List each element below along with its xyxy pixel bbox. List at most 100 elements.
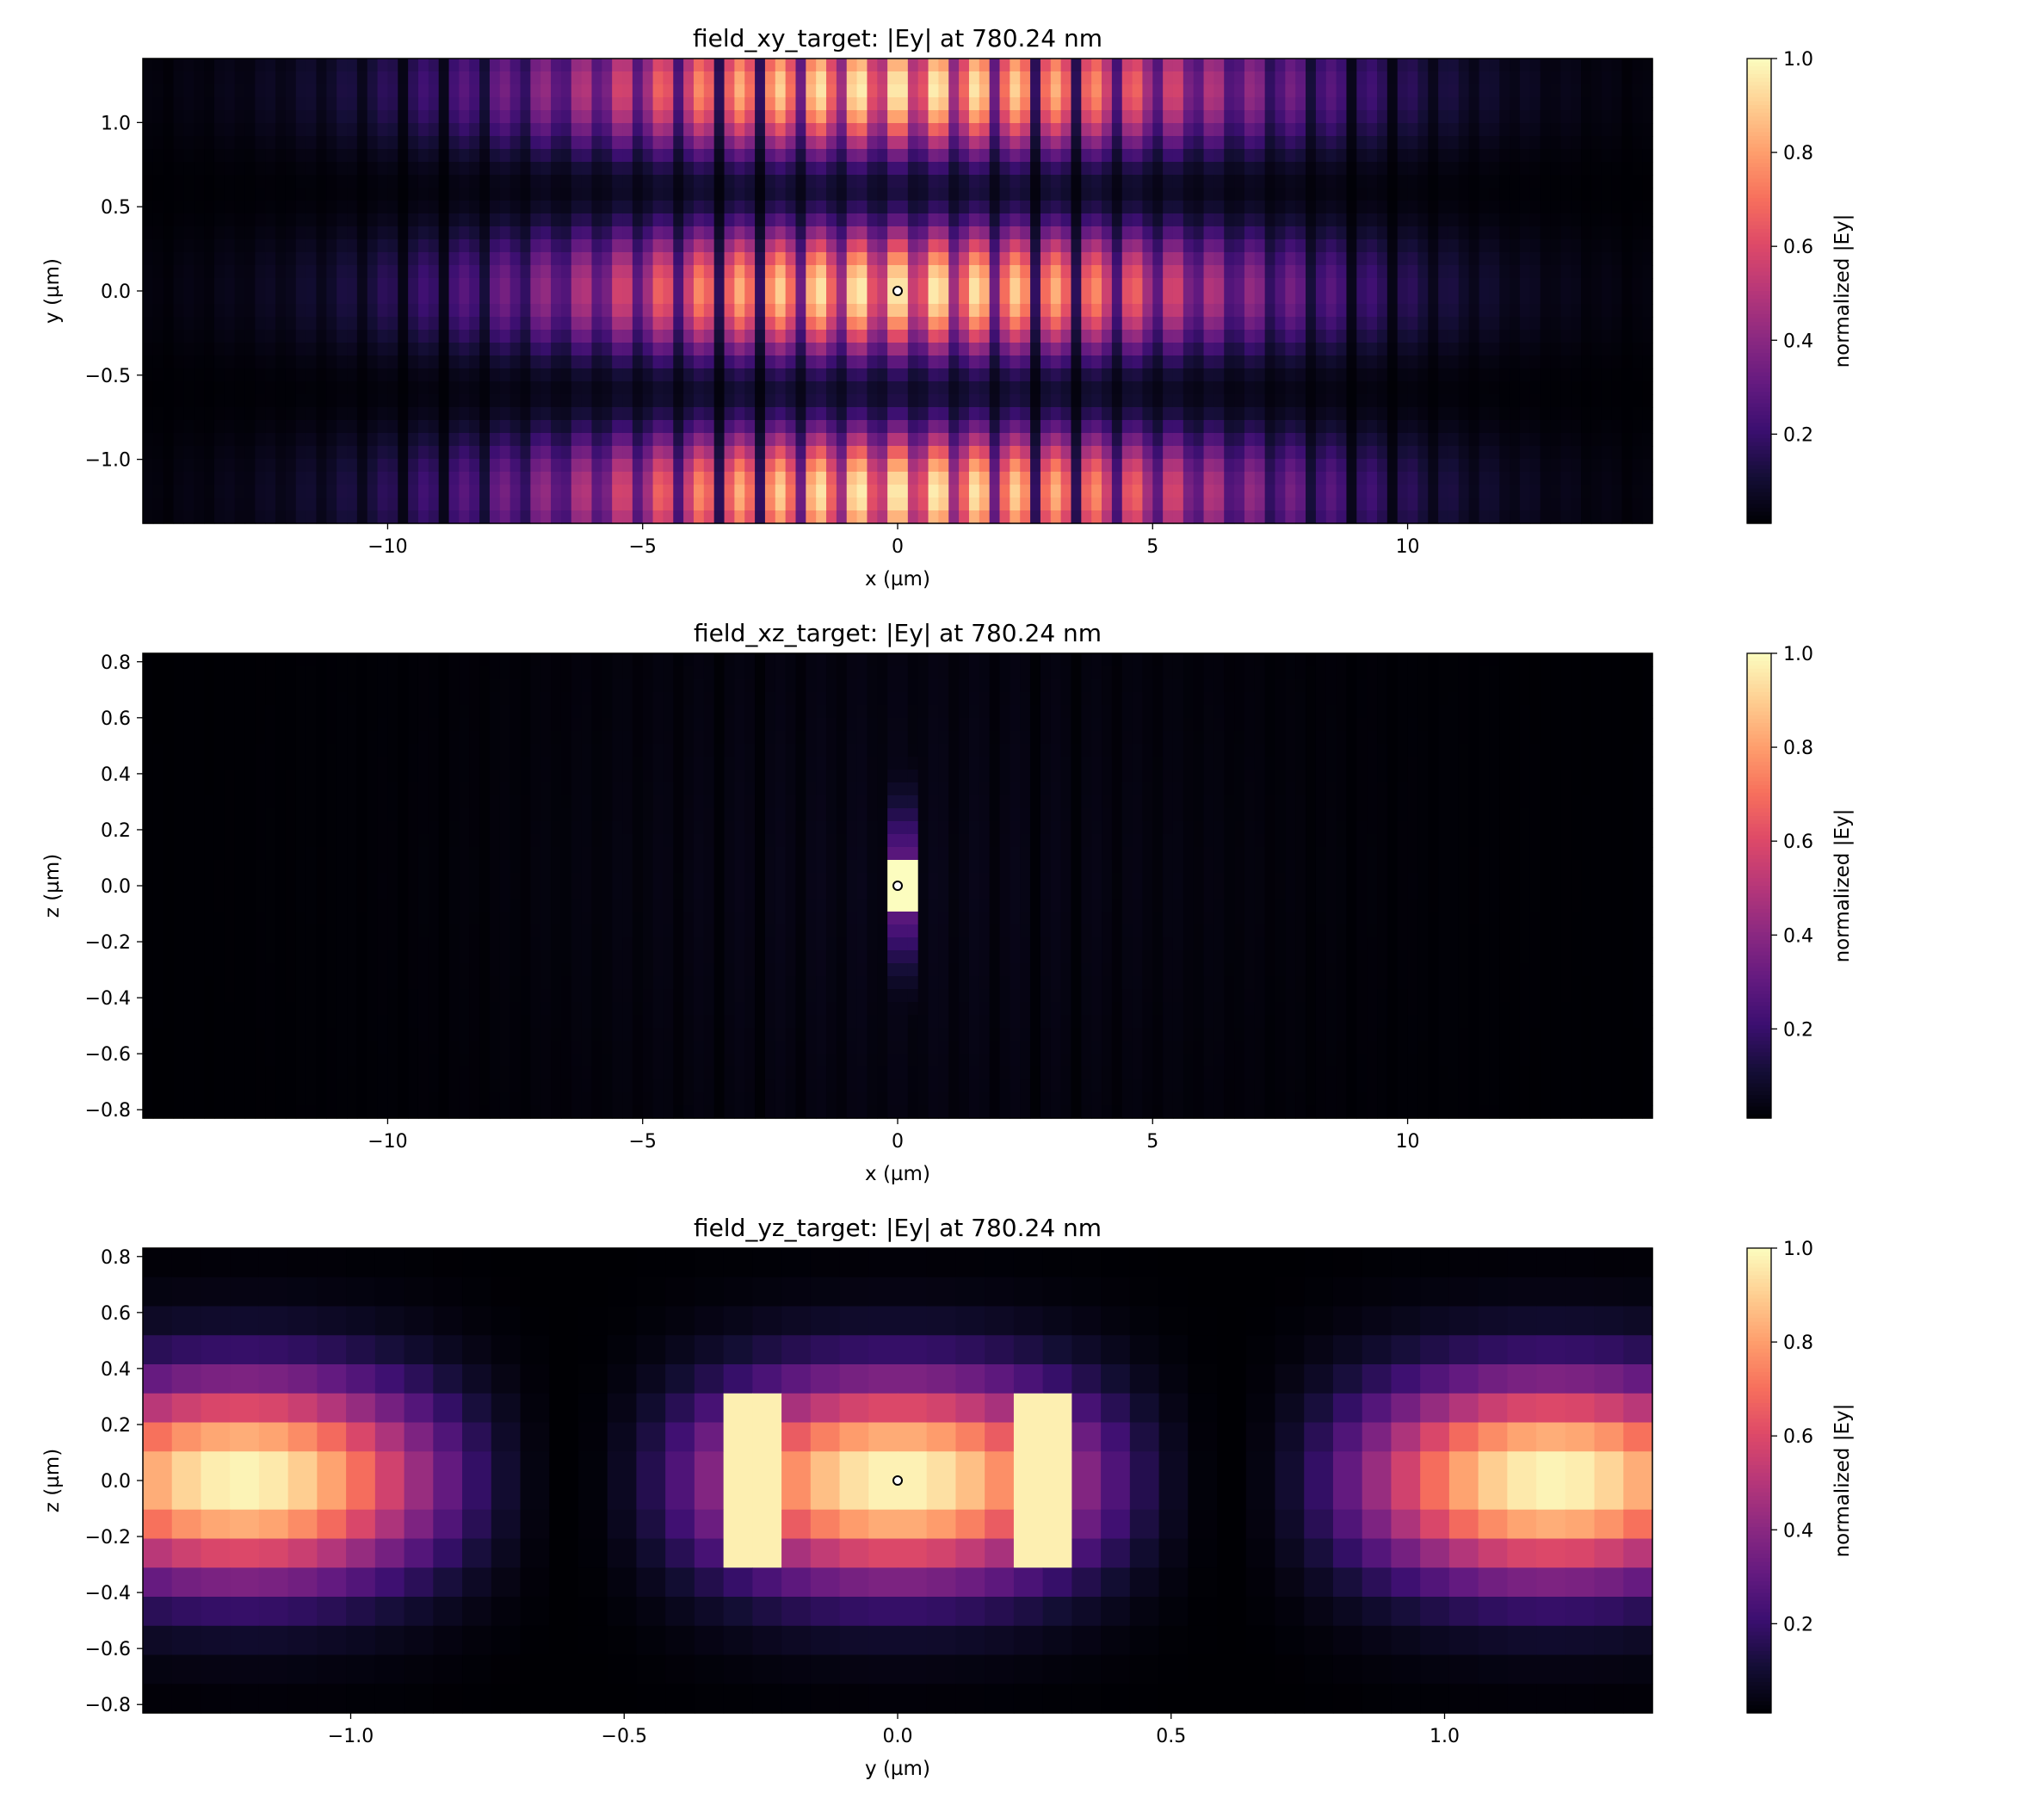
heatmap-cell: [1377, 355, 1388, 369]
heatmap-cell: [734, 433, 745, 447]
heatmap-cell: [1519, 330, 1531, 343]
heatmap-cell: [1142, 149, 1153, 163]
heatmap-cell: [326, 355, 337, 369]
heatmap-cell: [856, 213, 868, 227]
heatmap-cell: [1050, 291, 1062, 305]
heatmap-cell: [1040, 420, 1052, 434]
heatmap-cell: [683, 407, 695, 421]
heatmap-cell: [612, 368, 623, 382]
heatmap-cell: [408, 149, 419, 163]
heatmap-cell: [1234, 330, 1245, 343]
heatmap-cell: [1448, 201, 1460, 214]
heatmap-cell: [387, 239, 398, 253]
heatmap-cell: [938, 472, 949, 485]
heatmap-cell: [826, 304, 837, 318]
heatmap-cell: [1121, 59, 1133, 72]
heatmap-cell: [469, 59, 480, 72]
heatmap-cell: [968, 368, 980, 382]
heatmap-cell: [499, 355, 511, 369]
heatmap-cell: [948, 110, 960, 124]
heatmap-cell: [1560, 136, 1572, 150]
heatmap-cell: [408, 355, 419, 369]
heatmap-cell: [1152, 433, 1164, 447]
heatmap-cell: [622, 265, 633, 279]
heatmap-cell: [540, 188, 552, 201]
heatmap-cell: [724, 291, 735, 305]
heatmap-cell: [1417, 420, 1429, 434]
heatmap-cell: [1448, 278, 1460, 292]
heatmap-cell: [1632, 459, 1643, 473]
heatmap-cell: [1397, 472, 1409, 485]
heatmap-cell: [417, 265, 429, 279]
heatmap-cell: [591, 97, 602, 111]
heatmap-cell: [1306, 162, 1317, 176]
heatmap-cell: [999, 394, 1010, 408]
heatmap-cell: [530, 149, 541, 163]
heatmap-cell: [408, 97, 419, 111]
heatmap-cell: [642, 485, 654, 498]
heatmap-cell: [1172, 472, 1184, 485]
heatmap-cell: [1417, 446, 1429, 460]
heatmap-cell: [1601, 343, 1613, 356]
heatmap-cell: [428, 317, 440, 331]
heatmap-cell: [744, 149, 756, 163]
heatmap-cell: [1111, 175, 1123, 189]
heatmap-cell: [1030, 446, 1041, 460]
heatmap-cell: [306, 291, 318, 305]
heatmap-cell: [499, 433, 511, 447]
heatmap-cell: [663, 317, 674, 331]
heatmap-cell: [1071, 446, 1082, 460]
heatmap-cell: [1529, 472, 1541, 485]
heatmap-cell: [1571, 304, 1582, 318]
heatmap-cell: [581, 407, 593, 421]
heatmap-cell: [337, 59, 348, 72]
heatmap-cell: [367, 59, 379, 72]
heatmap-cell: [1132, 459, 1144, 473]
heatmap-cell: [836, 226, 848, 240]
heatmap-cell: [1550, 304, 1561, 318]
heatmap-cell: [887, 485, 898, 498]
heatmap-cell: [1010, 59, 1021, 72]
heatmap-cell: [1254, 84, 1266, 98]
heatmap-cell: [673, 355, 684, 369]
heatmap-cell: [571, 59, 583, 72]
heatmap-cell: [1030, 110, 1041, 124]
heatmap-cell: [898, 110, 909, 124]
heatmap-cell: [163, 239, 175, 253]
heatmap-cell: [1010, 304, 1021, 318]
heatmap-cell: [724, 394, 735, 408]
heatmap-cell: [836, 59, 848, 72]
heatmap-cell: [1030, 175, 1041, 189]
heatmap-cell: [1519, 252, 1531, 266]
heatmap-cell: [1172, 188, 1184, 201]
heatmap-cell: [1213, 175, 1225, 189]
heatmap-cell: [1060, 291, 1072, 305]
heatmap-cell: [224, 343, 236, 356]
heatmap-cell: [724, 420, 735, 434]
heatmap-cell: [632, 188, 644, 201]
heatmap-cell: [1356, 330, 1368, 343]
heatmap-cell: [683, 459, 695, 473]
heatmap-cell: [571, 459, 583, 473]
heatmap-cell: [1632, 304, 1643, 318]
heatmap-cell: [938, 317, 949, 331]
heatmap-cell: [989, 84, 1001, 98]
heatmap-cell: [1264, 459, 1276, 473]
heatmap-cell: [1163, 188, 1174, 201]
heatmap-cell: [928, 265, 939, 279]
heatmap-cell: [1111, 136, 1123, 150]
heatmap-cell: [591, 188, 602, 201]
heatmap-cell: [1111, 123, 1123, 137]
heatmap-cell: [530, 485, 541, 498]
heatmap-cell: [479, 162, 491, 176]
heatmap-cell: [244, 304, 256, 318]
heatmap-cell: [1397, 381, 1409, 395]
heatmap-cell: [1417, 201, 1429, 214]
heatmap-cell: [938, 201, 949, 214]
heatmap-cell: [1254, 71, 1266, 85]
heatmap-cell: [1315, 252, 1327, 266]
heatmap-cell: [1479, 136, 1490, 150]
heatmap-cell: [663, 226, 674, 240]
heatmap-cell: [387, 265, 398, 279]
heatmap-cell: [785, 201, 797, 214]
